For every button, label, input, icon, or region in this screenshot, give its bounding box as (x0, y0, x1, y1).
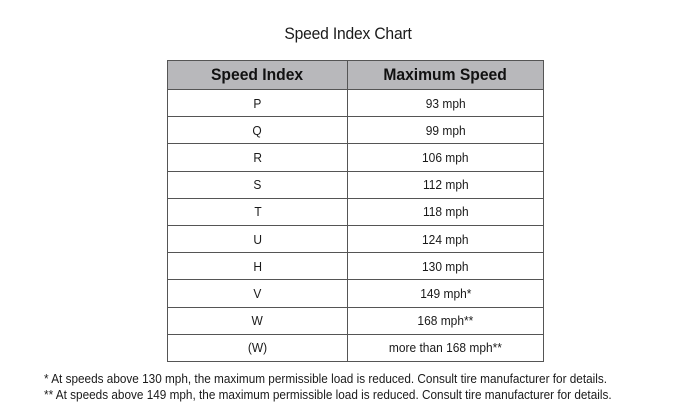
speed-index-cell: T (167, 197, 348, 226)
table-row: (W) more than 168 mph** (167, 333, 544, 362)
cell-text: S (253, 177, 262, 193)
table-row: Q 99 mph (167, 116, 544, 145)
table-row: U 124 mph (167, 224, 544, 254)
maximum-speed-cell: 168 mph** (347, 306, 544, 335)
table-row: T 118 mph (167, 197, 544, 226)
cell-text: 118 mph (422, 204, 469, 220)
cell-text: 130 mph (422, 258, 469, 274)
cell-text: 124 mph (422, 231, 469, 247)
cell-text: 112 mph (422, 177, 469, 193)
footnote-double-asterisk: ** At speeds above 149 mph, the maximum … (44, 387, 612, 402)
cell-text: R (253, 149, 262, 165)
cell-text: T (253, 204, 262, 220)
speed-index-cell: P (167, 88, 348, 118)
speed-index-table: Speed Index Maximum Speed P 93 mph Q 99 … (167, 60, 544, 362)
maximum-speed-cell: 112 mph (347, 170, 544, 199)
table-row: R 106 mph (167, 143, 544, 172)
cell-text: H (253, 258, 262, 274)
maximum-speed-cell: 99 mph (347, 116, 544, 145)
cell-text: (W) (247, 340, 268, 356)
cell-text: U (253, 231, 262, 247)
footnote-single-asterisk: * At speeds above 130 mph, the maximum p… (44, 371, 608, 386)
speed-index-cell: U (167, 224, 348, 254)
chart-title: Speed Index Chart (284, 24, 412, 43)
cell-text: 99 mph (425, 122, 466, 138)
maximum-speed-cell: 149 mph* (347, 279, 544, 308)
column-header-maximum-speed: Maximum Speed (347, 60, 544, 90)
cell-text: W (251, 313, 264, 329)
cell-text: V (253, 285, 262, 301)
column-header-label: Speed Index (211, 65, 304, 84)
cell-text: P (253, 95, 262, 111)
speed-index-cell: S (167, 170, 348, 199)
maximum-speed-cell: 118 mph (347, 197, 544, 226)
speed-index-cell: R (167, 143, 348, 172)
speed-index-cell: V (167, 279, 348, 308)
table-row: H 130 mph (167, 252, 544, 281)
column-header-speed-index: Speed Index (167, 60, 348, 90)
maximum-speed-cell: 93 mph (347, 88, 544, 118)
cell-text: more than 168 mph** (388, 340, 503, 356)
table-row: W 168 mph** (167, 306, 544, 335)
cell-text: 168 mph** (417, 313, 474, 329)
speed-index-cell: W (167, 306, 348, 335)
maximum-speed-cell: 124 mph (347, 224, 544, 254)
column-header-label: Maximum Speed (383, 65, 508, 84)
speed-index-cell: H (167, 252, 348, 281)
table-row: S 112 mph (167, 170, 544, 199)
maximum-speed-cell: 130 mph (347, 252, 544, 281)
cell-text: 106 mph (422, 149, 469, 165)
table-row: V 149 mph* (167, 279, 544, 308)
speed-index-cell: Q (167, 116, 348, 145)
maximum-speed-cell: 106 mph (347, 143, 544, 172)
table-row: P 93 mph (167, 88, 544, 118)
maximum-speed-cell: more than 168 mph** (347, 333, 544, 362)
cell-text: Q (252, 122, 263, 138)
cell-text: 149 mph* (419, 285, 472, 301)
table-header-row: Speed Index Maximum Speed (167, 60, 544, 90)
cell-text: 93 mph (425, 95, 466, 111)
speed-index-cell: (W) (167, 333, 348, 362)
